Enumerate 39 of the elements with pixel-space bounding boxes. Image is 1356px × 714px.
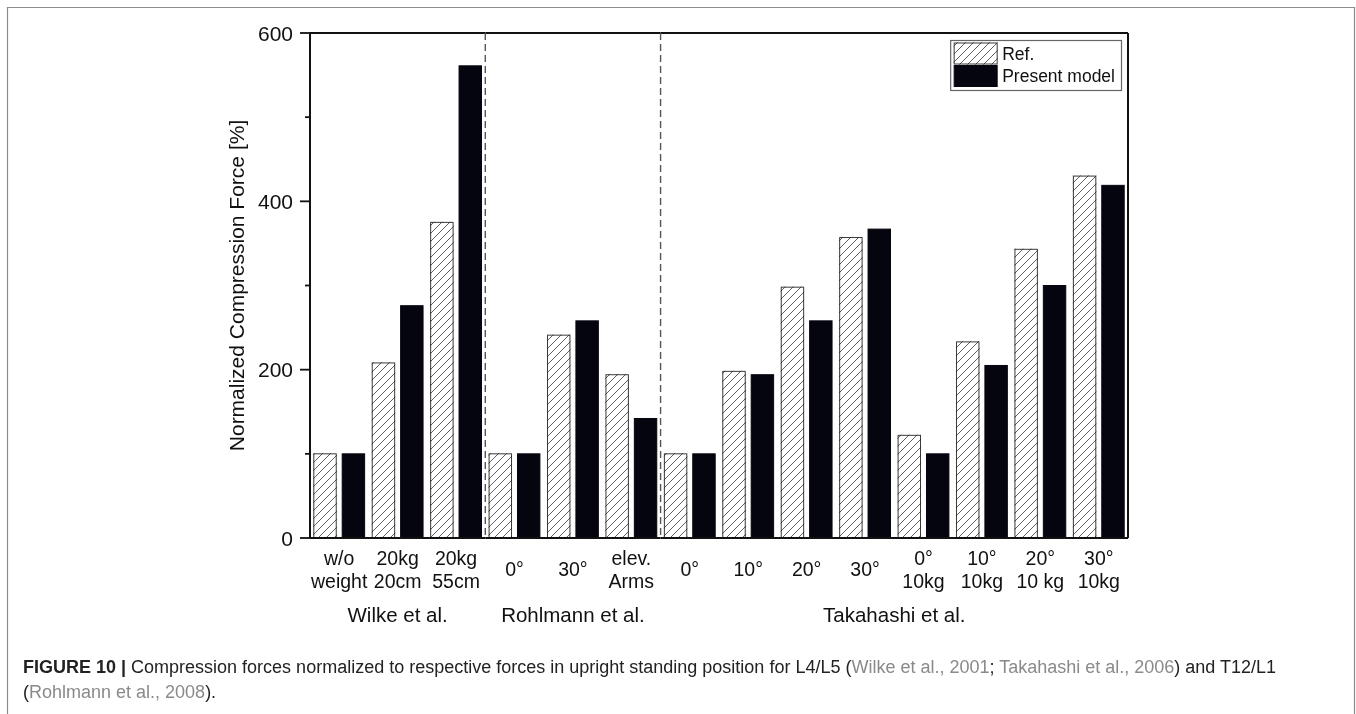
- x-tick-label: 30° 10kg: [1077, 546, 1120, 592]
- x-tick-label: 30°: [558, 558, 588, 581]
- bar: [1072, 175, 1097, 539]
- y-axis-title: Normalized Compression Force [%]: [225, 119, 248, 452]
- bar: [371, 362, 396, 539]
- x-tick-label: 10° 10kg: [960, 546, 1004, 592]
- bar: [956, 341, 980, 539]
- bar: [313, 453, 337, 539]
- bar: [839, 237, 863, 539]
- x-tick-label: 20kg 55cm: [432, 546, 480, 592]
- text: FIGURE 10 | Compression forces normalized to respective forces in upright standing position for L4/L5 (Wilke et al., 2001; Takahashi et al., 2006) and T12/L1 (Rohlmann et al., 2008).: [23, 657, 1277, 702]
- bar: [722, 370, 746, 539]
- bar: [1014, 248, 1038, 539]
- x-tick-label: 20kg 20cm: [373, 546, 422, 592]
- x-axis-title: Wilke et al.: [347, 603, 448, 627]
- x-tick-label: 10°: [733, 558, 763, 581]
- x-tick-label: 0° 10kg: [902, 546, 945, 592]
- x-tick-label: 20°: [791, 558, 822, 581]
- x-tick-label: 20° 10 kg: [1016, 546, 1065, 592]
- legend-label: Ref.: [1002, 43, 1035, 64]
- x-tick-label: 0°: [680, 558, 700, 581]
- bar: [430, 221, 454, 539]
- bar: [663, 453, 688, 539]
- legend-label: Present model: [1002, 66, 1116, 87]
- y-tick-label: 600: [257, 21, 293, 45]
- x-axis-title: Takahashi et al.: [823, 603, 966, 627]
- y-tick-label: 200: [257, 358, 293, 382]
- y-tick-label: 400: [257, 189, 293, 213]
- y-tick-label: 0: [281, 526, 293, 550]
- x-tick-label: w/o weight: [310, 546, 368, 592]
- x-axis-title: Rohlmann et al.: [501, 603, 645, 627]
- x-tick-label: 0°: [505, 558, 524, 581]
- bar: [547, 334, 571, 539]
- bar: [897, 434, 922, 539]
- bar: [488, 453, 513, 539]
- x-tick-label: elev. Arms: [608, 546, 655, 592]
- x-tick-label: 30°: [850, 558, 880, 581]
- bar: [605, 374, 629, 539]
- bar: [780, 286, 805, 539]
